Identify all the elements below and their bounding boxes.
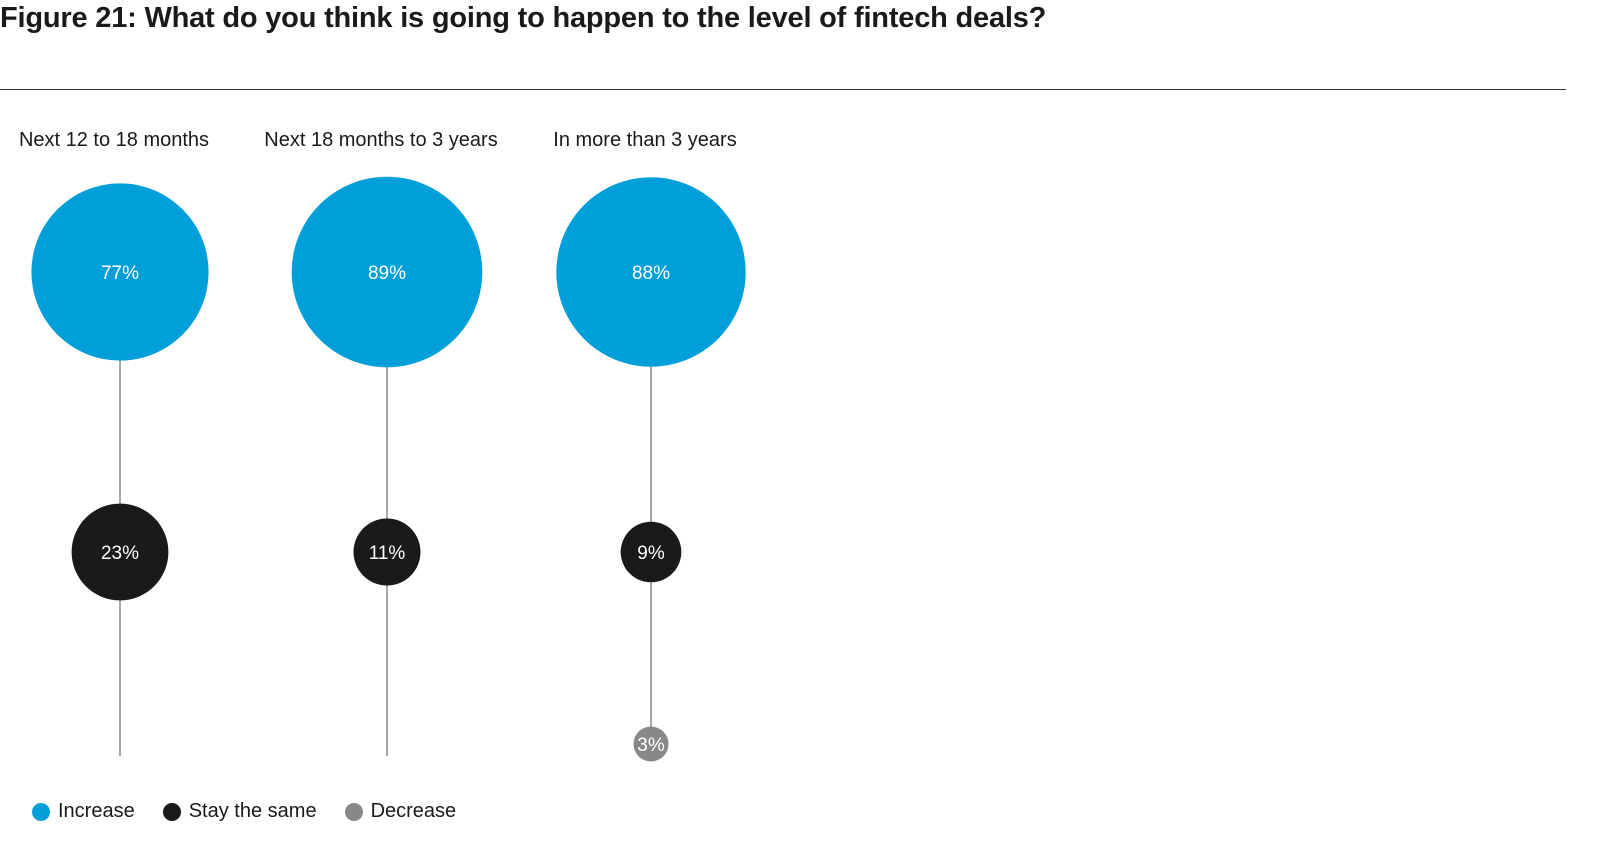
bubble-chart: Next 12 to 18 months Next 18 months to 3 …: [19, 129, 746, 762]
column-label-3: In more than 3 years: [553, 129, 736, 151]
bubble-increase-2: [291, 176, 483, 368]
bubble-stay-the-same-3: [620, 521, 682, 583]
bubble-decrease-3: [633, 726, 669, 762]
legend-label-decrease: Decrease: [370, 800, 457, 822]
bubble-value-label-increase-2: 89%: [368, 263, 406, 284]
bubble-value-label-stay-the-same-2: 11%: [369, 543, 406, 564]
title-divider: [0, 89, 1566, 90]
legend-item-increase: Increase: [32, 800, 135, 823]
legend-item-decrease: Decrease: [344, 800, 457, 823]
bubble-stay-the-same-1: [71, 503, 169, 601]
legend-label-increase: Increase: [58, 800, 135, 822]
bubble-stay-the-same-2: [353, 518, 421, 586]
legend-item-stay-the-same: Stay the same: [162, 800, 317, 823]
bubble-increase-1: [31, 183, 209, 361]
bubble-value-label-increase-3: 88%: [632, 263, 670, 284]
bubble-increase-3: [556, 177, 746, 367]
legend-swatch-decrease: [344, 802, 363, 821]
legend-swatch-increase: [32, 802, 50, 821]
bubble-value-label-stay-the-same-1: 23%: [101, 543, 139, 564]
chart-title: Figure 21: What do you think is going to…: [0, 2, 1047, 34]
legend-label-stay-the-same: Stay the same: [188, 800, 317, 822]
bubble-value-label-increase-1: 77%: [101, 263, 139, 284]
bubble-value-label-decrease-3: 3%: [637, 735, 665, 756]
bubble-value-label-stay-the-same-3: 9%: [637, 543, 665, 564]
column-label-2: Next 18 months to 3 years: [264, 129, 497, 151]
column-label-1: Next 12 to 18 months: [19, 129, 209, 151]
chart-legend: Increase Stay the same Decrease: [32, 800, 484, 823]
legend-swatch-stay-the-same: [162, 802, 181, 821]
